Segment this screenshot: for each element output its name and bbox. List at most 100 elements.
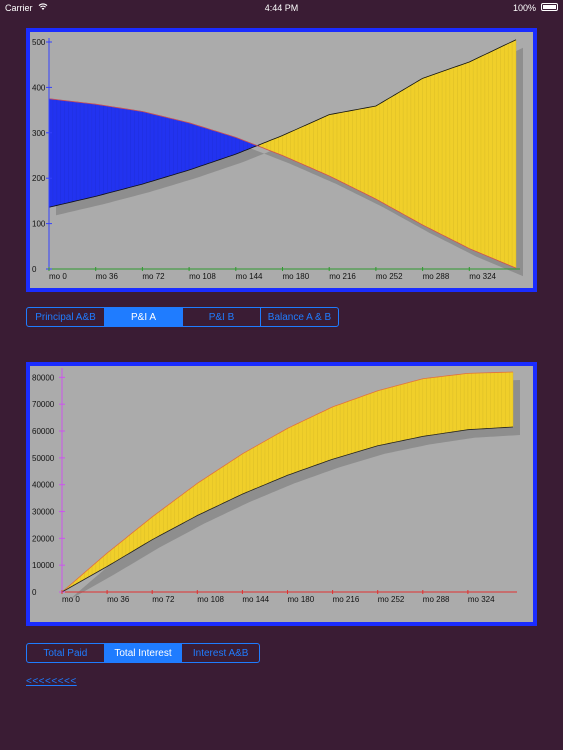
area-band-slice [279,430,284,479]
area-band-slice [508,41,513,267]
area-band-slice [169,117,174,177]
totals-chart-svg: 0 10000 20000 30000 40000 50000 60000 70000 8000… [32,368,520,604]
area-band-slice [387,96,392,209]
segment-principal-ab[interactable]: Principal A&B [27,308,105,326]
area-band-slice [484,52,489,258]
area-band-slice [161,115,166,179]
area-band-slice [219,465,224,506]
area-band-slice [249,447,254,492]
area-band-slice [373,390,378,448]
y-tick-label: 60000 [32,427,55,436]
area-band-slice [324,408,330,463]
area-band-slice [410,82,416,221]
area-band-slice [253,444,258,490]
area-band-slice [430,73,435,232]
carrier-label: Carrier [5,3,33,13]
area-band-slice [208,473,213,511]
area-band-slice [437,376,442,435]
area-band-slice [496,46,501,262]
area-band-slice [272,434,277,482]
area-band-slice [99,104,104,196]
area-band-slice [452,374,457,433]
area-band-slice [501,372,506,428]
area-band-slice [441,375,446,434]
area-band-slice [297,126,303,165]
area-band-slice [332,112,338,181]
x-tick-label: mo 252 [376,272,403,281]
area-band-slice [165,116,170,178]
series-b-line [61,426,514,593]
y-tick-label: 500 [32,38,46,47]
area-band-slice [509,371,514,428]
area-band-slice [467,373,472,430]
area-band-slice [375,103,380,202]
area-band-slice [200,478,206,515]
segment-total-paid[interactable]: Total Paid [27,644,105,662]
area-band-slice [151,513,157,541]
area-band-slice [144,519,149,545]
area-band-slice [430,377,435,436]
area-band-slice [396,384,401,443]
segment-pi-b[interactable]: P&I B [183,308,261,326]
totals-mode-selector[interactable]: Total Paid Total Interest Interest A&B [26,643,260,663]
area-band-slice [388,386,393,444]
area-band-slice [212,129,217,163]
y-tick-label: 20000 [32,534,55,543]
area-band-slice [52,98,57,207]
y-tick-label: 100 [32,220,46,229]
area-band-slice [377,389,382,447]
area-band-slice [465,61,470,249]
area-band-slice [291,424,296,475]
area-band-slice [200,126,205,167]
area-band-slice [469,59,474,251]
segment-total-interest[interactable]: Total Interest [104,644,183,662]
area-band-slice [133,528,138,552]
area-band-slice [223,133,229,159]
area-band-slice [260,440,266,487]
area-band-slice [167,502,172,532]
back-link[interactable]: <<<<<<<< [26,676,77,687]
x-tick-label: mo 36 [107,595,130,604]
area-band-slice [170,499,175,530]
area-band-slice [148,516,153,543]
area-band-slice [282,133,287,158]
area-band-slice [381,388,386,446]
payment-chart-svg: 0 100 200 300 400 500 mo 0 mo 36 mo 72 mo 108 mo 1… [32,38,523,281]
segment-balance-ab[interactable]: Balance A & B [267,311,332,323]
area-band-slice [174,496,179,528]
x-tick-label: mo 288 [423,595,450,604]
area-band-slice [134,110,139,187]
area-band-slice [286,131,291,160]
area-band-slice [79,102,85,201]
x-tick-label: mo 72 [152,595,175,604]
y-tick-label: 0 [32,265,37,274]
area-band-slice [157,114,163,180]
area-band-slice [340,111,345,184]
segment-interest-ab[interactable]: Interest A&B [192,647,249,659]
area-band-slice [411,380,416,439]
area-band-slice [126,108,131,189]
chart-mode-selector[interactable]: Principal A&B P&I A P&I B Balance A & B [26,307,339,327]
x-tick-label: mo 72 [142,272,165,281]
y-tick-label: 0 [32,588,37,597]
x-tick-label: mo 324 [468,595,495,604]
area-band-slice [68,100,73,203]
area-band-slice [497,372,502,429]
area-band-slice [329,113,334,179]
area-band-slice [437,71,443,236]
area-band-slice [87,103,93,199]
area-band-slice [505,371,510,428]
area-band-slice [309,415,315,468]
area-band-slice [230,458,236,500]
area-band-slice [76,101,81,202]
segment-pi-a[interactable]: P&I A [105,308,183,326]
area-band-slice [476,56,482,254]
area-band-slice [441,69,447,238]
area-band-slice [369,391,375,449]
area-band-slice [283,427,288,478]
area-band-slice [364,107,369,196]
area-band-slice [193,482,198,518]
area-band-slice [215,468,221,507]
area-band-slice [91,103,96,198]
area-band-slice [146,112,151,184]
